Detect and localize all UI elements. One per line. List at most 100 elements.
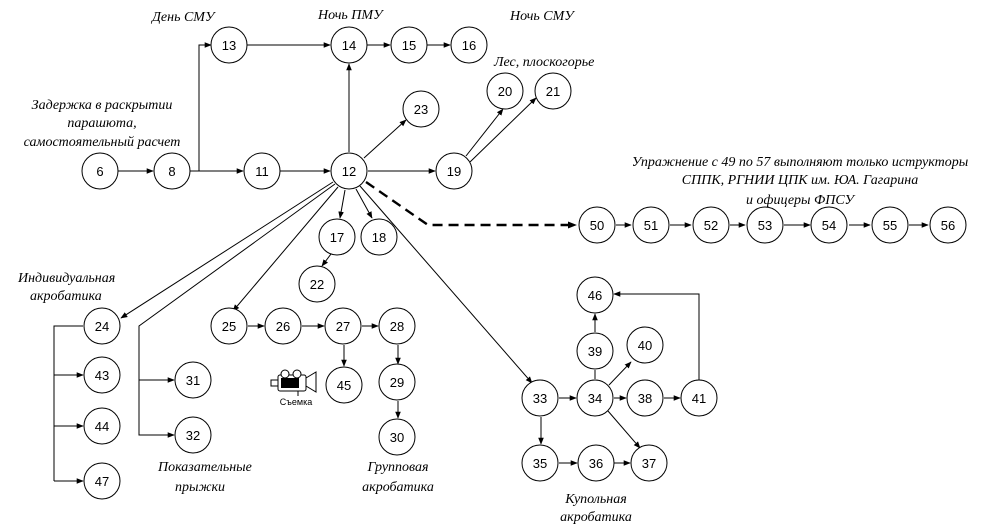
edge-12-24	[120, 181, 334, 319]
edge-19-20	[465, 108, 504, 157]
node-45: 45	[325, 366, 363, 404]
svg-text:35: 35	[533, 456, 547, 471]
svg-text:6: 6	[96, 164, 103, 179]
edge-12-50-dashed	[365, 181, 577, 229]
label-forest: Лес, плоскогорье	[493, 55, 594, 70]
node-31: 31	[174, 361, 212, 399]
node-39: 39	[576, 332, 614, 370]
node-29: 29	[378, 363, 416, 401]
node-21: 21	[534, 72, 572, 110]
node-24: 24	[83, 307, 121, 345]
svg-text:30: 30	[390, 430, 404, 445]
svg-text:28: 28	[390, 319, 404, 334]
node-44: 44	[83, 407, 121, 445]
node-46: 46	[576, 276, 614, 314]
svg-text:19: 19	[447, 164, 461, 179]
edges	[53, 42, 929, 484]
label-demo-line2: прыжки	[175, 480, 225, 495]
node-18: 18	[360, 218, 398, 256]
node-12: 12	[330, 152, 368, 190]
label-night-pmu: Ночь ПМУ	[317, 8, 384, 23]
node-26: 26	[264, 307, 302, 345]
edge-12-17	[338, 189, 346, 219]
svg-text:33: 33	[533, 391, 547, 406]
svg-text:8: 8	[168, 164, 175, 179]
node-22: 22	[298, 265, 336, 303]
svg-text:29: 29	[390, 375, 404, 390]
label-demo-line1: Показательные	[157, 460, 252, 475]
svg-text:51: 51	[644, 218, 658, 233]
svg-text:11: 11	[255, 164, 269, 179]
label-night-smu: Ночь СМУ	[509, 9, 575, 24]
edge-8-13	[198, 42, 212, 171]
node-23: 23	[402, 90, 440, 128]
node-15: 15	[390, 26, 428, 64]
node-14: 14	[330, 26, 368, 64]
label-delay-line2: парашюта,	[67, 116, 136, 131]
svg-text:32: 32	[186, 428, 200, 443]
node-35: 35	[521, 444, 559, 482]
label-canopy-line1: Купольная	[564, 492, 627, 507]
edge-17-22	[321, 253, 332, 267]
label-delay-line1: Задержка в раскрытии	[32, 98, 173, 113]
edge-34-37	[607, 410, 641, 449]
svg-text:15: 15	[402, 38, 416, 53]
svg-text:39: 39	[588, 344, 602, 359]
node-17: 17	[318, 218, 356, 256]
node-53: 53	[746, 206, 784, 244]
node-34: 34	[576, 379, 614, 417]
svg-text:23: 23	[414, 102, 428, 117]
svg-text:53: 53	[758, 218, 772, 233]
label-individual-line1: Индивидуальная	[17, 271, 115, 286]
edge-24-group	[53, 325, 83, 481]
node-19: 19	[435, 152, 473, 190]
svg-text:34: 34	[588, 391, 602, 406]
node-8: 8	[153, 152, 191, 190]
svg-text:38: 38	[638, 391, 652, 406]
node-11: 11	[243, 152, 281, 190]
svg-text:54: 54	[822, 218, 836, 233]
svg-text:31: 31	[186, 373, 200, 388]
svg-text:22: 22	[310, 277, 324, 292]
label-filming: Съемка	[280, 397, 312, 407]
svg-text:56: 56	[941, 218, 955, 233]
edge-12-25	[232, 186, 339, 312]
label-delay-line3: самостоятельный расчет	[24, 135, 181, 150]
node-50: 50	[578, 206, 616, 244]
node-37: 37	[630, 444, 668, 482]
node-43: 43	[83, 356, 121, 394]
svg-text:14: 14	[342, 38, 356, 53]
svg-text:25: 25	[222, 319, 236, 334]
svg-text:37: 37	[642, 456, 656, 471]
edge-34-40	[608, 361, 632, 386]
node-32: 32	[174, 416, 212, 454]
node-51: 51	[632, 206, 670, 244]
label-day-smu: День СМУ	[150, 10, 216, 25]
label-exercise-line3: и офицеры ФПСУ	[746, 193, 856, 208]
svg-text:55: 55	[883, 218, 897, 233]
labels: День СМУ Ночь ПМУ Ночь СМУ Лес, плоского…	[17, 8, 968, 525]
edge-12-18	[355, 188, 373, 219]
label-exercise-line1: Упражнение с 49 по 57 выполняют только и…	[632, 155, 968, 170]
svg-text:13: 13	[222, 38, 236, 53]
node-13: 13	[210, 26, 248, 64]
label-group-line2: акробатика	[362, 480, 434, 495]
svg-text:17: 17	[330, 230, 344, 245]
node-56: 56	[929, 206, 967, 244]
svg-text:16: 16	[462, 38, 476, 53]
node-25: 25	[210, 307, 248, 345]
svg-text:40: 40	[638, 338, 652, 353]
node-40: 40	[626, 326, 664, 364]
svg-text:12: 12	[342, 164, 356, 179]
svg-text:45: 45	[337, 378, 351, 393]
node-20: 20	[486, 72, 524, 110]
svg-text:44: 44	[95, 419, 109, 434]
svg-text:52: 52	[704, 218, 718, 233]
edge-19-21	[469, 97, 537, 163]
svg-text:18: 18	[372, 230, 386, 245]
edge-12-23	[363, 119, 407, 159]
node-52: 52	[692, 206, 730, 244]
svg-text:47: 47	[95, 474, 109, 489]
node-28: 28	[378, 307, 416, 345]
